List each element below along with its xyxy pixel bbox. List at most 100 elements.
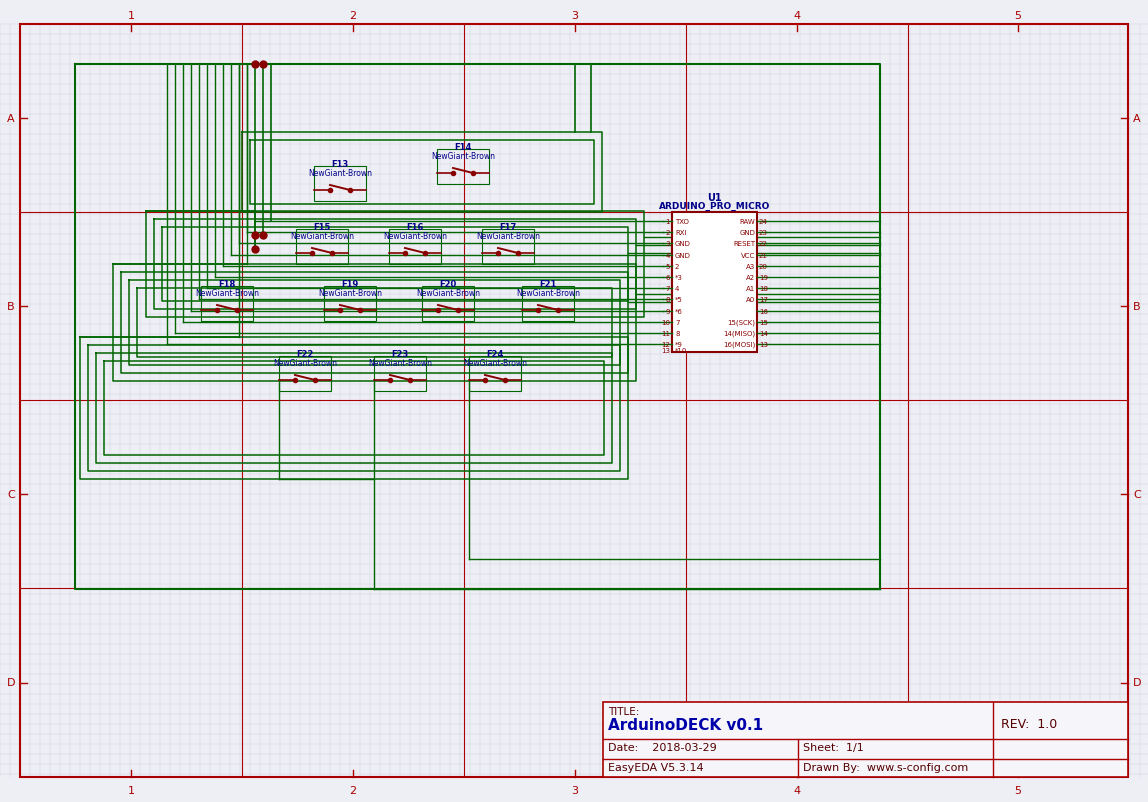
Text: 2: 2 [349,11,357,21]
Text: NewGiant-Brown: NewGiant-Brown [308,168,372,178]
Text: NewGiant-Brown: NewGiant-Brown [463,358,527,367]
Text: 5: 5 [666,263,670,269]
Text: EasyEDA V5.3.14: EasyEDA V5.3.14 [608,762,704,772]
Bar [422,286,474,322]
Text: 4: 4 [675,286,680,292]
Text: 4: 4 [793,11,800,21]
Text: 1: 1 [666,219,670,225]
Text: B: B [1133,302,1141,312]
Text: 8: 8 [666,297,670,303]
Text: NewGiant-Brown: NewGiant-Brown [515,289,580,298]
Text: 6: 6 [666,274,670,281]
Text: 19: 19 [759,274,768,281]
Text: 10: 10 [661,319,670,326]
Text: 21: 21 [759,253,768,258]
Text: C: C [7,489,15,500]
Text: A2: A2 [746,274,755,281]
Bar [603,702,1128,777]
Text: F24: F24 [487,350,504,358]
Text: 2: 2 [666,230,670,236]
Bar [522,286,574,322]
Text: F21: F21 [540,280,557,289]
Text: C: C [1133,489,1141,500]
Text: ArduinoDECK v0.1: ArduinoDECK v0.1 [608,717,763,732]
Text: 2: 2 [675,263,680,269]
Text: 16: 16 [759,308,768,314]
Bar [437,150,489,184]
Text: 13: 13 [759,342,768,348]
Text: 22: 22 [759,241,768,247]
Text: NewGiant-Brown: NewGiant-Brown [383,232,447,241]
Text: 15: 15 [759,319,768,326]
Text: REV:  1.0: REV: 1.0 [1001,717,1057,730]
Text: 23: 23 [759,230,768,236]
Text: 3: 3 [572,785,579,795]
Text: 16(MOSI): 16(MOSI) [723,342,755,348]
Text: Drawn By:  www.s-config.com: Drawn By: www.s-config.com [802,762,968,772]
Text: NewGiant-Brown: NewGiant-Brown [318,289,382,298]
Text: 14(MISO): 14(MISO) [723,330,755,337]
Text: *3: *3 [675,274,683,281]
Bar [672,213,757,353]
Text: NewGiant-Brown: NewGiant-Brown [369,358,432,367]
Text: NewGiant-Brown: NewGiant-Brown [416,289,480,298]
Text: A1: A1 [746,286,755,292]
Text: 7: 7 [675,319,680,326]
Text: TITLE:: TITLE: [608,706,639,716]
Text: NewGiant-Brown: NewGiant-Brown [476,232,540,241]
Text: VCC: VCC [740,253,755,258]
Text: A: A [1133,114,1141,124]
Text: 9: 9 [666,308,670,314]
Bar [389,229,441,265]
Bar [482,229,534,265]
Text: F15: F15 [313,223,331,232]
Text: F20: F20 [440,280,457,289]
Text: TXO: TXO [675,219,689,225]
Text: 5: 5 [1015,785,1022,795]
Text: 1: 1 [127,785,134,795]
Text: 7: 7 [666,286,670,292]
Text: A3: A3 [746,263,755,269]
Text: *9: *9 [675,342,683,348]
Text: RAW: RAW [739,219,755,225]
Text: 24: 24 [759,219,768,225]
Text: A0: A0 [746,297,755,303]
Bar [315,167,366,202]
Text: ARDUINO_PRO_MICRO: ARDUINO_PRO_MICRO [659,201,770,211]
Text: F14: F14 [455,143,472,152]
Text: NewGiant-Brown: NewGiant-Brown [195,289,259,298]
Text: GND: GND [675,241,691,247]
Text: F17: F17 [499,223,517,232]
Text: 14: 14 [759,330,768,337]
Text: D: D [1133,678,1141,687]
Text: Sheet:  1/1: Sheet: 1/1 [802,742,863,752]
Text: RXI: RXI [675,230,687,236]
Text: F23: F23 [391,350,409,358]
Text: *5: *5 [675,297,683,303]
Text: NewGiant-Brown: NewGiant-Brown [273,358,338,367]
Text: 11: 11 [661,330,670,337]
Text: 18: 18 [759,286,768,292]
Text: B: B [7,302,15,312]
Text: 1: 1 [127,11,134,21]
Text: 15(SCK): 15(SCK) [727,319,755,326]
Text: 8: 8 [675,330,680,337]
Text: GND: GND [739,230,755,236]
Bar [324,286,377,322]
Text: 20: 20 [759,263,768,269]
Text: U1: U1 [707,192,722,203]
Text: NewGiant-Brown: NewGiant-Brown [430,152,495,160]
Bar [201,286,253,322]
Text: A: A [7,114,15,124]
Text: D: D [7,678,15,687]
Text: Date:    2018-03-29: Date: 2018-03-29 [608,742,716,752]
Text: 4: 4 [666,253,670,258]
Text: *10: *10 [675,347,688,354]
Bar [279,357,331,391]
Bar [470,357,521,391]
Text: F16: F16 [406,223,424,232]
Text: 5: 5 [1015,11,1022,21]
Text: 17: 17 [759,297,768,303]
Text: F13: F13 [332,160,349,168]
Text: F18: F18 [218,280,235,289]
